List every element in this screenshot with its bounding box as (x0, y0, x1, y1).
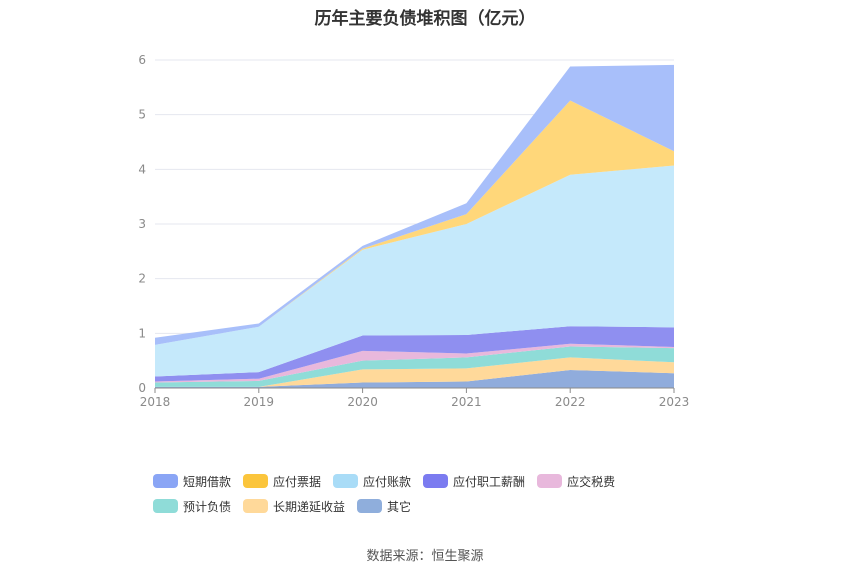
y-tick-label: 6 (138, 53, 146, 67)
data-source: 数据来源：恒生聚源 (366, 549, 484, 564)
legend-label: 预计负债 (183, 499, 232, 514)
x-tick-label: 2022 (555, 395, 586, 409)
x-tick-label: 2020 (347, 395, 378, 409)
legend-swatch (243, 499, 269, 513)
legend: 短期借款 应付票据 应付账款 应付职工薪酬 应交税费预计负债 长期递延收益 其它 (153, 473, 713, 514)
legend-item[interactable]: 预计负债 (153, 498, 231, 514)
legend-swatch (153, 499, 178, 513)
area-series-短期借款 (155, 64, 674, 345)
y-tick-label: 0 (138, 381, 146, 395)
x-tick-label: 2021 (451, 395, 482, 409)
legend-item[interactable]: 应付账款 (333, 473, 411, 489)
area-series-长期递延收益 (155, 357, 674, 387)
legend-label: 其它 (387, 499, 412, 514)
area-series-预计负债 (155, 346, 674, 387)
legend-label: 应付票据 (273, 474, 322, 489)
y-tick-label: 4 (138, 162, 146, 176)
legend-item[interactable]: 应付票据 (243, 473, 321, 489)
legend-swatch (243, 474, 269, 488)
area-series-其它 (155, 369, 674, 388)
legend-label: 应付账款 (363, 474, 412, 489)
legend-label: 长期递延收益 (273, 499, 346, 514)
legend-label: 短期借款 (183, 474, 232, 489)
y-tick-label: 2 (138, 272, 146, 286)
x-tick-label: 2023 (659, 395, 690, 409)
area-series-应付职工薪酬 (155, 326, 674, 382)
legend-swatch (153, 474, 178, 488)
legend-swatch (423, 474, 449, 488)
legend-swatch (537, 474, 563, 488)
area-series-应付账款 (155, 165, 674, 377)
legend-label: 应付职工薪酬 (453, 474, 526, 489)
x-tick-label: 2018 (140, 395, 171, 409)
chart-title: 历年主要负债堆积图（亿元） (314, 9, 536, 29)
y-tick-label: 1 (138, 326, 146, 340)
y-tick-label: 3 (138, 217, 146, 231)
area-series-应交税费 (155, 343, 674, 383)
legend-swatch (357, 499, 383, 513)
y-tick-label: 5 (138, 108, 146, 122)
legend-item[interactable]: 应付职工薪酬 (423, 473, 525, 489)
legend-item[interactable]: 应交税费 (537, 473, 615, 489)
legend-label: 应交税费 (567, 474, 616, 489)
legend-swatch (333, 474, 359, 488)
legend-item[interactable]: 其它 (357, 498, 411, 514)
legend-item[interactable]: 短期借款 (153, 473, 231, 489)
x-tick-label: 2019 (244, 395, 275, 409)
area-series-应付票据 (155, 100, 674, 345)
legend-item[interactable]: 长期递延收益 (243, 498, 345, 514)
